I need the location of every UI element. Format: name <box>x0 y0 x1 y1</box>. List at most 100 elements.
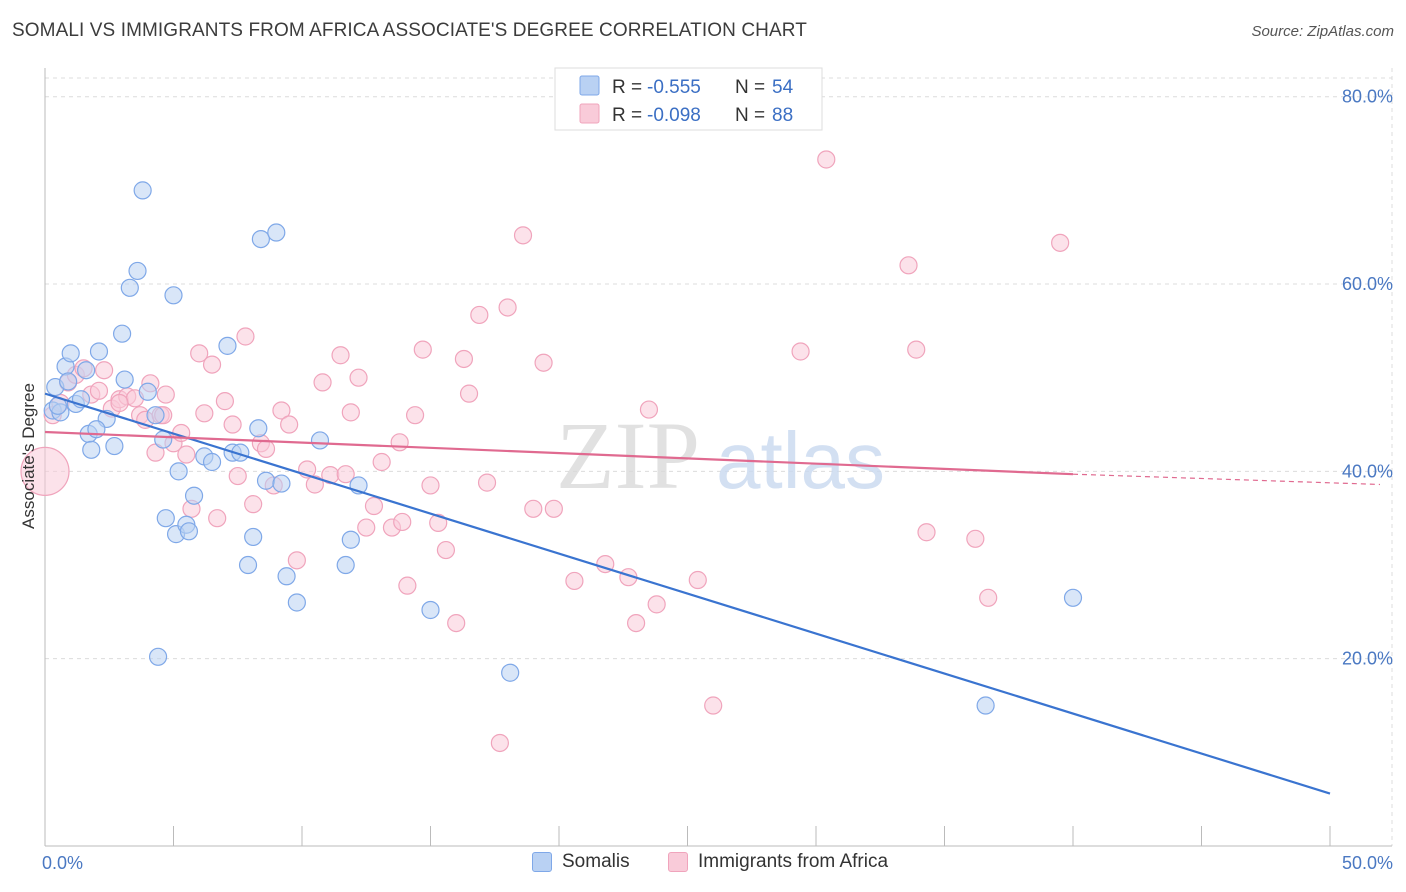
immigrants-point <box>413 340 432 359</box>
y-tick-labels: 20.0% 40.0% 60.0% 80.0% <box>1342 87 1393 669</box>
immigrants-point <box>791 342 810 361</box>
trend-line-immigrants-extension <box>1072 473 1381 486</box>
legend: R = -0.555 N = 54 R = -0.098 N = 88 <box>554 67 823 131</box>
bottom-legend-label-somalis: Somalis <box>562 851 630 872</box>
y-tick-label: 80.0% <box>1342 87 1393 107</box>
immigrants-point <box>202 355 222 374</box>
immigrants-point <box>336 465 355 484</box>
immigrants-point <box>899 256 918 275</box>
immigrants-point <box>470 305 489 325</box>
legend-r-label-2: R = <box>612 105 642 126</box>
immigrants-point <box>280 415 299 434</box>
bottom-legend: Somalis Immigrants from Africa <box>0 851 1406 879</box>
y-axis-label: Associate's Degree <box>19 383 38 529</box>
somalis-point <box>277 567 296 586</box>
immigrants-point <box>639 400 659 419</box>
immigrants-point <box>490 733 509 753</box>
somalis-point <box>249 419 268 438</box>
immigrants-point <box>215 392 234 411</box>
immigrants-point <box>817 150 836 169</box>
somalis-point <box>82 440 101 459</box>
immigrants-point <box>228 466 247 486</box>
immigrants-point <box>190 344 209 363</box>
immigrants-point <box>398 576 417 595</box>
immigrants-point <box>966 529 985 548</box>
series-somalis <box>43 181 1083 715</box>
immigrants-point <box>390 433 409 452</box>
x-tick-labels: 0.0% 50.0% <box>42 853 1393 873</box>
legend-r-value-1: -0.555 <box>647 77 701 98</box>
somalis-point <box>112 324 132 343</box>
somalis-point <box>89 342 109 361</box>
somalis-point <box>120 278 139 297</box>
somalis-point <box>501 663 520 682</box>
immigrants-point <box>236 327 255 346</box>
immigrants-point <box>979 588 998 607</box>
bottom-legend-item-immigrants: Immigrants from Africa <box>668 851 888 873</box>
somalis-point <box>976 696 995 715</box>
trend-line-immigrants <box>44 430 1074 476</box>
immigrants-point <box>287 551 306 570</box>
somalis-point <box>256 471 276 490</box>
somalis-point <box>169 462 188 481</box>
immigrants-point <box>20 446 70 496</box>
source-credit: Source: ZipAtlas.com <box>1251 23 1394 40</box>
legend-n-label-1: N = <box>735 77 765 98</box>
immigrants-point <box>626 613 646 633</box>
somalis-point <box>77 361 96 380</box>
legend-r-value-2: -0.098 <box>647 105 701 126</box>
immigrants-point <box>647 595 666 614</box>
y-tick-label: 40.0% <box>1342 461 1393 481</box>
immigrants-point <box>393 512 412 532</box>
immigrants-point <box>313 373 332 392</box>
immigrants-point <box>364 496 384 516</box>
somalis-point <box>1063 588 1083 607</box>
immigrants-point <box>447 613 466 633</box>
immigrants-point <box>477 473 497 492</box>
immigrants-point <box>156 385 175 404</box>
immigrants-point <box>1051 233 1070 252</box>
x-tick-label-min: 0.0% <box>42 853 83 873</box>
immigrants-point <box>565 571 584 591</box>
legend-n-value-2: 88 <box>772 105 793 126</box>
immigrants-point <box>223 415 242 434</box>
immigrants-point <box>429 513 448 532</box>
somalis-point <box>244 527 263 547</box>
data-points <box>20 106 1083 753</box>
immigrants-point <box>331 346 350 365</box>
immigrants-point <box>95 361 114 380</box>
immigrants-point <box>244 495 263 514</box>
somalis-point <box>128 261 147 281</box>
bottom-legend-swatch-somalis <box>532 852 552 872</box>
immigrants-point <box>177 445 196 464</box>
somalis-point <box>272 474 291 493</box>
immigrants-point <box>341 403 360 422</box>
somalis-point <box>154 430 173 449</box>
immigrants-point <box>357 518 376 537</box>
somalis-point <box>138 382 157 401</box>
immigrants-point <box>524 499 543 518</box>
bottom-legend-item-somalis: Somalis <box>532 851 630 873</box>
immigrants-point <box>272 401 291 420</box>
somalis-point <box>267 223 286 242</box>
somalis-point <box>61 344 80 363</box>
bottom-legend-label-immigrants: Immigrants from Africa <box>698 851 889 872</box>
immigrants-point <box>421 476 440 495</box>
immigrants-point <box>436 540 456 560</box>
immigrants-point <box>305 475 324 494</box>
somalis-point <box>59 372 78 391</box>
immigrants-point <box>349 368 368 387</box>
immigrants-point <box>89 381 109 400</box>
immigrants-point <box>208 509 227 528</box>
legend-swatch-somalis <box>579 75 600 96</box>
somalis-point <box>421 600 440 620</box>
legend-r-label-1: R = <box>612 77 642 98</box>
somalis-point <box>115 370 134 389</box>
somalis-point <box>148 647 168 666</box>
somalis-point <box>184 486 204 505</box>
axes <box>44 68 1392 847</box>
legend-n-label-2: N = <box>735 105 765 126</box>
immigrants-point <box>195 404 214 423</box>
trend-lines <box>44 392 1381 795</box>
somalis-point <box>202 452 222 472</box>
